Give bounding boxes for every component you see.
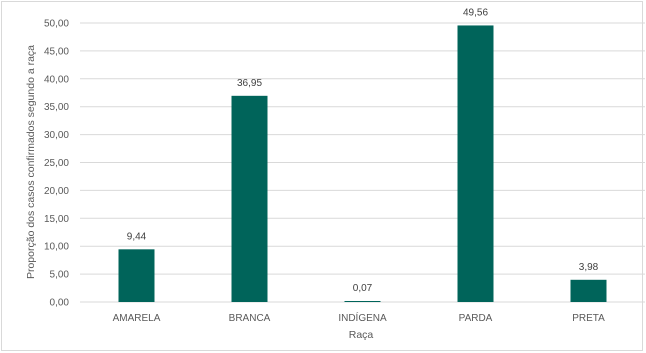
y-tick-label: 30,00 bbox=[44, 130, 69, 141]
bar-parda bbox=[457, 25, 494, 302]
y-tick-label: 50,00 bbox=[44, 19, 69, 30]
y-tick-label: 35,00 bbox=[44, 102, 69, 113]
data-label: 0,07 bbox=[353, 283, 373, 294]
y-axis-ticks: 0,00 5,00 10,00 15,00 20,00 25,00 30,00 35,00 40… bbox=[44, 19, 69, 309]
bar-indígena bbox=[344, 301, 381, 302]
data-label: 9,44 bbox=[127, 231, 147, 242]
x-axis-title: Raça bbox=[349, 329, 374, 341]
x-axis-categories: AMARELA BRANCA INDÍGENA PARDA PRETA bbox=[113, 311, 606, 324]
data-label: 36,95 bbox=[237, 78, 262, 89]
x-category-label: INDÍGENA bbox=[338, 311, 387, 324]
y-axis-title: Proporção dos casos confirmados segundo … bbox=[25, 45, 37, 279]
data-label: 3,98 bbox=[579, 262, 599, 273]
y-tick-label: 15,00 bbox=[44, 214, 69, 225]
y-tick-label: 40,00 bbox=[44, 74, 69, 85]
bars bbox=[118, 25, 607, 302]
y-tick-label: 0,00 bbox=[50, 298, 70, 309]
x-category-label: PRETA bbox=[572, 313, 605, 324]
y-tick-label: 10,00 bbox=[44, 242, 69, 253]
x-category-label: AMARELA bbox=[113, 313, 161, 324]
data-label: 49,56 bbox=[463, 7, 488, 18]
y-tick-label: 5,00 bbox=[50, 270, 70, 281]
x-category-label: PARDA bbox=[459, 313, 493, 324]
bar-amarela bbox=[118, 249, 155, 302]
x-category-label: BRANCA bbox=[229, 313, 271, 324]
y-tick-label: 20,00 bbox=[44, 186, 69, 197]
bar-preta bbox=[570, 279, 607, 302]
data-labels: 9,44 36,95 0,07 49,56 3,98 bbox=[127, 7, 599, 294]
y-tick-label: 45,00 bbox=[44, 46, 69, 57]
bar-branca bbox=[231, 95, 268, 302]
gridlines bbox=[80, 22, 645, 303]
y-tick-label: 25,00 bbox=[44, 158, 69, 169]
